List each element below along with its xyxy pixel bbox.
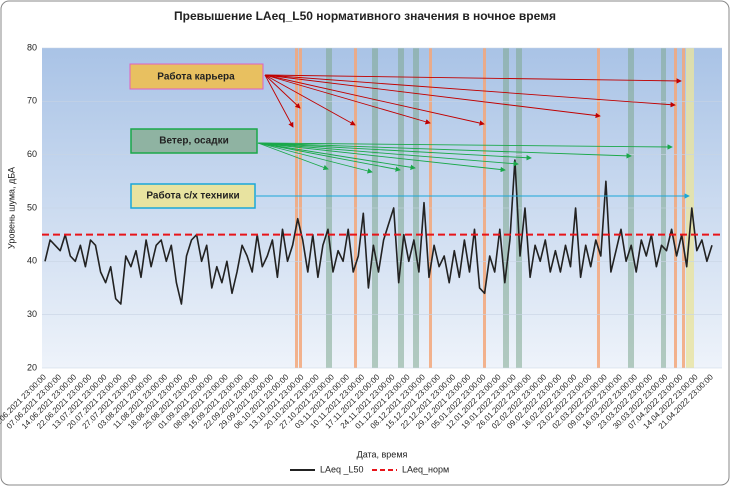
annotation-box [130, 128, 258, 154]
annotation-box [130, 183, 256, 209]
legend-label: LAeq _L50 [320, 464, 364, 474]
data-line [44, 159, 713, 305]
chart-title: Превышение LAeq_L50 нормативного значени… [174, 9, 556, 23]
annotation: Ветер, осадки [159, 136, 229, 147]
y-tick-label: 40 [27, 256, 37, 266]
y-tick-label: 30 [27, 309, 37, 319]
legend-label: LAeq_норм [402, 464, 449, 474]
annotation-box [129, 63, 264, 90]
y-tick-label: 50 [27, 202, 37, 212]
annotation: Работа с/х техники [146, 190, 239, 202]
x-axis-title: Дата, время [357, 449, 408, 459]
y-axis-title: Уровень шума, дБА [6, 167, 16, 249]
annotation-arrows [256, 74, 690, 199]
y-tick-label: 70 [27, 96, 37, 106]
y-tick-label: 80 [27, 42, 37, 52]
y-tick-label: 20 [27, 362, 37, 372]
legend: LAeq _L50 LAeq_норм [290, 464, 449, 474]
y-tick-label: 60 [27, 149, 37, 159]
annotation: Работа карьера [157, 71, 235, 83]
